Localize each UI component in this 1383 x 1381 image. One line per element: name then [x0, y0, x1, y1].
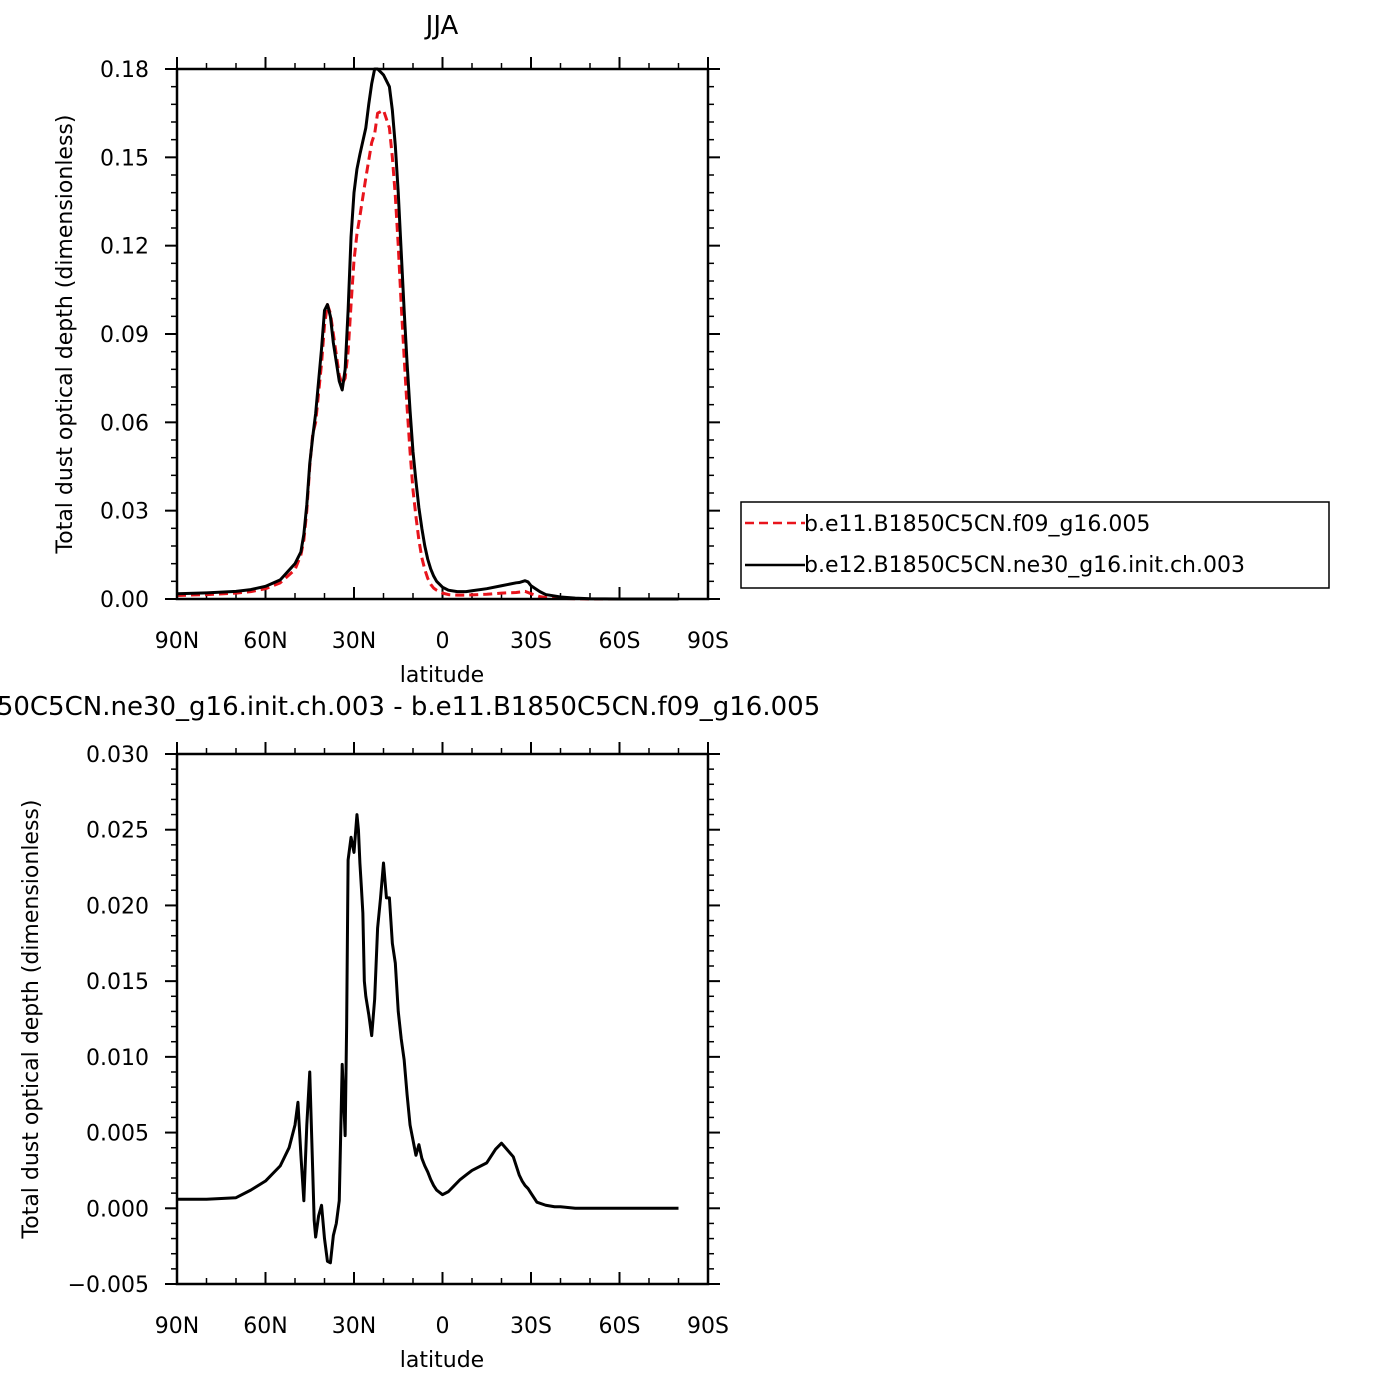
- top-plot-frame: [175, 67, 710, 601]
- top-x-tick-label: 0: [436, 629, 450, 654]
- bottom-y-tick-label: 0.000: [86, 1197, 149, 1222]
- bottom-x-tick-label: 30N: [332, 1314, 376, 1339]
- bottom-series-line-black-solid: [177, 813, 679, 1265]
- bottom-y-tick-label: 0.015: [86, 970, 149, 995]
- bottom-x-tick-label: 90N: [155, 1314, 199, 1339]
- legend-entry-label: b.e11.B1850C5CN.f09_g16.005: [804, 512, 1150, 537]
- top-x-axis-title: latitude: [400, 663, 484, 688]
- bottom-panel: b.e12.B1850C5CN.ne30_g16.init.ch.003 - b…: [0, 692, 820, 1373]
- legend: b.e11.B1850C5CN.f09_g16.005 b.e12.B1850C…: [740, 501, 1330, 589]
- bottom-x-tick-label: 30S: [510, 1314, 552, 1339]
- bottom-y-axis-title: Total dust optical depth (dimensionless): [19, 800, 44, 1240]
- top-y-tick-label: 0.09: [100, 323, 149, 348]
- top-y-tick-label: 0.06: [100, 411, 149, 436]
- top-y-tick-label: 0.15: [100, 146, 149, 171]
- bottom-y-tick-label: 0.025: [86, 819, 149, 844]
- top-y-axis-title: Total dust optical depth (dimensionless): [53, 115, 78, 555]
- bottom-y-tick-label: 0.010: [86, 1046, 149, 1071]
- top-panel: JJA 90N 60N 30N 0 30S 60S 90S 0.00 0.03 0.06 0.09 0…: [53, 11, 729, 688]
- legend-box: [740, 501, 1330, 589]
- top-x-tick-label: 60N: [243, 629, 287, 654]
- bottom-y-tick-label: 0.005: [86, 1122, 149, 1147]
- bottom-x-tick-label: 60S: [599, 1314, 641, 1339]
- top-y-tick-label: 0.12: [100, 235, 149, 260]
- bottom-x-tick-label: 0: [436, 1314, 450, 1339]
- top-series-line-red-dashed: [176, 108, 679, 601]
- top-y-tick-label: 0.03: [100, 500, 149, 525]
- top-x-tick-label: 90S: [687, 629, 729, 654]
- top-x-tick-label: 60S: [599, 629, 641, 654]
- top-series-group: [176, 67, 679, 601]
- bottom-y-tick-label: 0.030: [86, 743, 149, 768]
- top-x-tick-label: 30S: [510, 629, 552, 654]
- bottom-x-axis-title: latitude: [400, 1348, 484, 1373]
- bottom-y-tick-label: −0.005: [68, 1273, 149, 1298]
- top-y-tick-label: 0.18: [100, 58, 149, 83]
- bottom-series-group: [177, 813, 679, 1265]
- legend-entry-label: b.e12.B1850C5CN.ne30_g16.init.ch.003: [804, 553, 1245, 578]
- top-axes: 90N 60N 30N 0 30S 60S 90S 0.00 0.03 0.06 0.09 0.12 0…: [100, 57, 729, 654]
- bottom-y-tick-label: 0.020: [86, 894, 149, 919]
- bottom-plot-frame: [175, 752, 710, 1286]
- bottom-axes: 90N 60N 30N 0 30S 60S 90S −0.005 0.000 0.005 0.010…: [68, 742, 729, 1339]
- top-x-tick-label: 90N: [155, 629, 199, 654]
- top-series-line-black-solid: [176, 67, 679, 601]
- bottom-x-tick-label: 60N: [243, 1314, 287, 1339]
- bottom-x-tick-label: 90S: [687, 1314, 729, 1339]
- top-chart-title: JJA: [424, 11, 459, 41]
- bottom-chart-title: b.e12.B1850C5CN.ne30_g16.init.ch.003 - b…: [0, 692, 820, 722]
- top-y-tick-label: 0.00: [100, 588, 149, 613]
- top-x-tick-label: 30N: [332, 629, 376, 654]
